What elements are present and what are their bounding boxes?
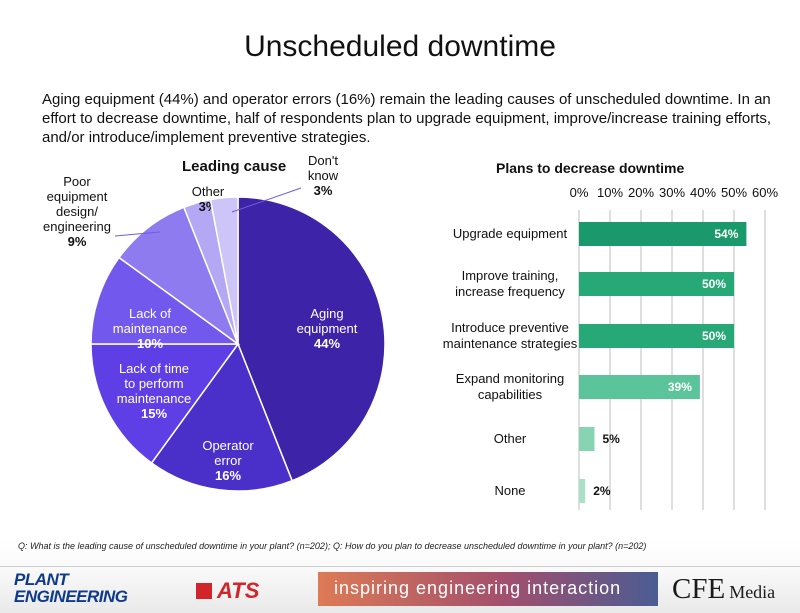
pie-chart: Aging equipment 44%Operator error 16%Lack of… [43, 153, 386, 492]
pie-leader-line [114, 231, 161, 237]
cfe-media-logo[interactable]: CFE Media [672, 573, 775, 606]
bar-value-label: 50% [702, 329, 726, 343]
ats-square-icon [196, 583, 212, 599]
pie-slice-label: Lack of time to perform maintenance 15% [117, 361, 191, 421]
pie-chart-title: Leading cause [182, 158, 287, 175]
bar-value-label: 2% [593, 484, 611, 498]
pie-leader-line [231, 187, 302, 213]
bar-category-label: Improve training, increase frequency [455, 268, 565, 299]
ats-logo[interactable]: ATS [196, 578, 259, 604]
pie-slice [209, 196, 239, 345]
bar-rect [579, 375, 700, 399]
survey-footnote: Q: What is the leading cause of unschedu… [18, 541, 647, 551]
pie-slice-label: Don't know 3% [308, 153, 339, 198]
bar-chart-title: Plans to decrease downtime [496, 160, 685, 176]
intro-text: Aging equipment (44%) and operator error… [42, 91, 772, 146]
bar-rect [579, 324, 734, 348]
bar-category-label: None [494, 483, 525, 498]
pie-slice [118, 206, 240, 347]
bar-tick-label: 60% [752, 185, 778, 200]
logo-plant-text: PLANT [14, 570, 69, 589]
page-title: Unscheduled downtime [244, 30, 556, 63]
plant-engineering-logo[interactable]: PLANT ENGINEERING [14, 571, 128, 605]
bar-value-label: 5% [603, 432, 621, 446]
bar-category-label: Introduce preventive maintenance strategi… [443, 320, 578, 351]
bar-tick-label: 0% [570, 185, 589, 200]
pie-slice [150, 342, 294, 492]
bar-rect [579, 427, 595, 451]
pie-slice-label: Lack of maintenance 10% [113, 306, 187, 351]
bar-rect [579, 272, 734, 296]
pie-slice-label: Aging equipment 44% [297, 306, 358, 351]
pie-slice [90, 343, 240, 464]
media-text: Media [729, 582, 776, 602]
bar-value-label: 50% [702, 277, 726, 291]
cfe-text: CFE [672, 573, 726, 605]
bar-rect [579, 479, 586, 503]
pie-slice [237, 196, 386, 482]
pie-slice-label: Operator error 16% [202, 438, 254, 483]
logo-engineering-text: ENGINEERING [14, 587, 128, 606]
bar-tick-label: 40% [690, 185, 716, 200]
bar-value-label: 39% [668, 380, 692, 394]
bar-chart: 0% 10% 20% 30% 40% 50% 60% 54% Upgrade equipment… [443, 185, 778, 510]
bar-rect [579, 222, 747, 246]
bar-category-label: Expand monitoring capabilities [456, 371, 564, 402]
ats-logo-text: ATS [217, 578, 260, 603]
bar-category-label: Upgrade equipment [453, 226, 568, 241]
bar-tick-label: 50% [721, 185, 747, 200]
bar-tick-label: 10% [597, 185, 623, 200]
footer-gradient-band [318, 572, 658, 606]
pie-slice-label: Poor equipment design/engineering 9% [43, 174, 111, 249]
bar-value-label: 54% [714, 227, 738, 241]
bar-tick-label: 20% [628, 185, 654, 200]
footer-tagline: inspiring engineering interaction [334, 578, 622, 598]
pie-slice [90, 256, 241, 345]
bar-tick-label: 30% [659, 185, 685, 200]
bar-category-label: Other [494, 431, 527, 446]
